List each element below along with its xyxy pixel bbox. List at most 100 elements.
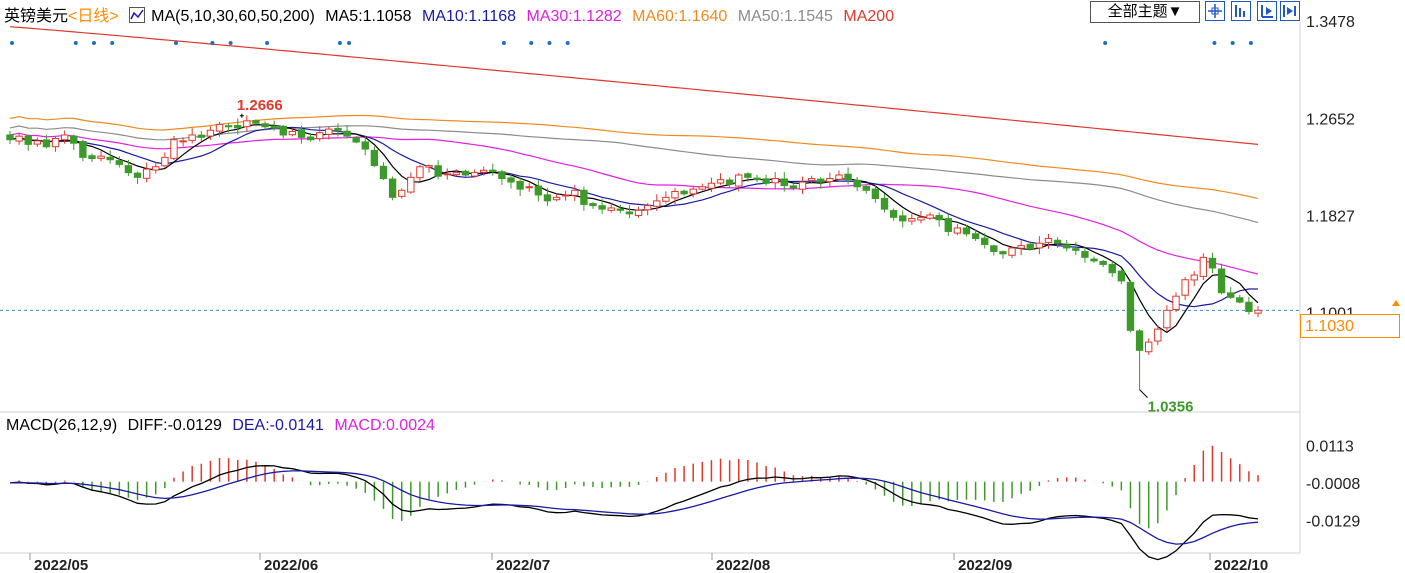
candle-body: [1108, 263, 1116, 274]
signal-dot: [565, 41, 570, 45]
price-tick-label: 1.3478: [1306, 14, 1355, 31]
high-marker: [239, 113, 244, 118]
candle-body: [361, 141, 369, 150]
candle-body: [534, 185, 543, 196]
candle-body: [370, 149, 379, 167]
signal-dot: [73, 41, 78, 45]
candle-body: [780, 178, 788, 187]
candle-body: [325, 128, 333, 135]
crosshair-icon[interactable]: [1205, 1, 1225, 21]
candle-body: [953, 227, 962, 234]
signal-dot: [529, 41, 534, 45]
candle-body: [625, 211, 634, 215]
price-tick-label: 1.1827: [1306, 209, 1355, 226]
candle-body: [817, 178, 825, 183]
signal-dots: [10, 41, 1253, 45]
signal-dot: [10, 41, 14, 45]
candle-body: [470, 172, 479, 177]
ma-indicator-icon[interactable]: [129, 7, 146, 23]
candle-body: [1190, 274, 1198, 281]
candle-body: [744, 173, 752, 178]
candle-body: [753, 177, 761, 181]
candle-body: [1172, 295, 1180, 310]
ma30-line: [9, 132, 1259, 275]
time-tick-label: 2022/06: [264, 557, 318, 573]
signal-dot: [347, 41, 352, 45]
time-tick-label: 2022/05: [34, 557, 88, 573]
macd-tick-label: 0.0113: [1306, 439, 1354, 456]
ma5-line: [9, 123, 1259, 334]
candle-body: [944, 218, 952, 232]
signal-dot: [547, 41, 552, 45]
macd-header: MACD(26,12,9) DIFF:-0.0129 DEA:-0.0141 M…: [6, 417, 441, 435]
candle-body: [616, 208, 625, 211]
candle-body: [716, 179, 725, 184]
axis-labels: 1.26661.03561.34781.26521.18271.10012022…: [29, 14, 1400, 573]
candle-body: [680, 190, 688, 195]
candle-body: [1035, 242, 1044, 249]
macd-tick-label: -0.0008: [1306, 476, 1360, 493]
candle-body: [152, 166, 160, 171]
candle-body: [1090, 258, 1098, 262]
ma50-value: MA50:1.1545: [737, 8, 833, 25]
candle-body: [1154, 328, 1162, 342]
ma5-line-group: [9, 123, 1259, 334]
candle-body: [124, 165, 133, 174]
candle-body: [398, 189, 406, 197]
candle-body: [197, 134, 205, 138]
period-label[interactable]: <日线>: [68, 8, 119, 25]
time-tick-label: 2022/08: [716, 557, 770, 573]
candle-body: [826, 178, 834, 183]
candle-body: [1017, 245, 1025, 249]
candle-body: [224, 125, 233, 128]
candle-body: [552, 196, 561, 201]
candle-body: [261, 123, 269, 128]
candle-body: [798, 181, 807, 190]
signal-dot: [265, 41, 270, 45]
chart-grid: [0, 22, 1301, 554]
candle-body: [917, 216, 925, 221]
macd-tick-label: -0.0129: [1306, 514, 1360, 531]
time-tick-label: 2022/10: [1214, 557, 1268, 573]
ma200-line: [9, 26, 1259, 145]
candle-body: [889, 210, 898, 218]
candle-body: [161, 156, 169, 167]
ma200-line-group: [9, 26, 1259, 145]
current-price-tag: 1.1030: [1300, 314, 1400, 338]
zoom-out-icon[interactable]: [1257, 1, 1277, 21]
candle-body: [179, 140, 187, 143]
candle-body: [525, 186, 533, 189]
candle-body: [234, 124, 242, 129]
signal-dot: [228, 41, 233, 45]
ma10-line: [9, 126, 1258, 308]
zoom-in-icon[interactable]: [1231, 1, 1251, 21]
ma50-line-group: [9, 125, 1259, 224]
candle-body: [425, 165, 433, 168]
candle-body: [990, 245, 998, 252]
candle-body: [1226, 292, 1235, 298]
theme-select-button[interactable]: 全部主题▼: [1090, 1, 1200, 23]
candle-body: [15, 135, 23, 142]
macd-params: MACD(26,12,9): [6, 417, 118, 434]
candle-body: [580, 189, 588, 205]
candle-body: [789, 185, 798, 189]
candle-body: [88, 155, 96, 160]
signal-dot: [1103, 41, 1108, 45]
instrument-name: 英镑美元: [4, 8, 69, 25]
candle-body: [589, 203, 597, 207]
ma60-value: MA60:1.1640: [632, 8, 728, 25]
candle-body: [935, 215, 943, 221]
candle-body: [835, 174, 843, 180]
fullscreen-icon[interactable]: [1280, 1, 1300, 21]
candle-body: [115, 160, 124, 165]
macd-group: [9, 445, 1259, 561]
candle-body: [862, 186, 870, 191]
candle-body: [343, 130, 351, 137]
signal-dot: [1230, 41, 1235, 45]
signal-dot: [173, 41, 178, 45]
candle-body: [133, 172, 142, 178]
signal-dot: [1212, 41, 1217, 45]
candle-body: [871, 188, 880, 200]
candle-body: [1008, 247, 1016, 256]
